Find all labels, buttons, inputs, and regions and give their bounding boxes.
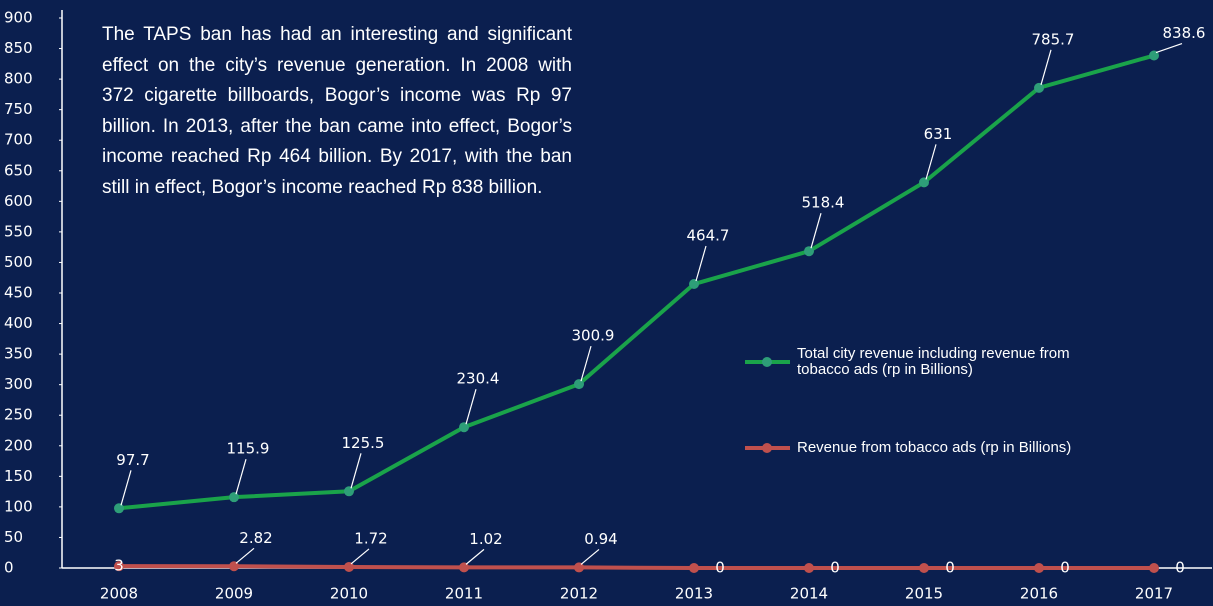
y-tick-label: 650 bbox=[4, 161, 33, 179]
point bbox=[344, 486, 354, 497]
data-label: 0 bbox=[945, 559, 955, 577]
legend-marker bbox=[762, 443, 772, 453]
leader-line bbox=[580, 345, 592, 382]
leader-line bbox=[235, 459, 247, 495]
y-tick-label: 50 bbox=[4, 528, 23, 546]
point bbox=[1034, 563, 1044, 573]
point bbox=[689, 563, 699, 573]
y-tick-label: 900 bbox=[4, 9, 33, 27]
data-label: 0 bbox=[1060, 559, 1070, 577]
y-tick-label: 800 bbox=[4, 70, 33, 88]
data-label: 97.7 bbox=[116, 451, 149, 469]
data-label: 0 bbox=[1175, 559, 1185, 577]
leader-line bbox=[120, 470, 132, 506]
y-tick-label: 200 bbox=[4, 436, 33, 454]
x-tick-label: 2010 bbox=[330, 585, 368, 603]
point bbox=[919, 563, 929, 573]
y-tick-label: 550 bbox=[4, 222, 33, 240]
legend-line: tobacco ads (rp in Billions) bbox=[797, 361, 973, 378]
y-tick-label: 500 bbox=[4, 253, 33, 271]
x-tick-label: 2014 bbox=[790, 585, 828, 603]
point bbox=[1034, 82, 1044, 93]
x-tick-label: 2011 bbox=[445, 585, 483, 603]
leader-line bbox=[350, 453, 362, 489]
y-tick-label: 100 bbox=[4, 497, 33, 515]
data-label: 464.7 bbox=[687, 227, 730, 245]
data-label: 3 bbox=[114, 557, 124, 575]
leader-line bbox=[925, 144, 937, 180]
point bbox=[804, 563, 814, 573]
point bbox=[229, 561, 239, 572]
point bbox=[1149, 50, 1159, 61]
y-tick-label: 300 bbox=[4, 375, 33, 393]
leader-line bbox=[465, 548, 485, 565]
point bbox=[1149, 563, 1159, 573]
data-label: 1.02 bbox=[469, 530, 502, 548]
x-tick-label: 2015 bbox=[905, 585, 943, 603]
point bbox=[689, 279, 699, 290]
data-label: 518.4 bbox=[802, 194, 845, 212]
y-tick-label: 400 bbox=[4, 314, 33, 332]
x-tick-label: 2016 bbox=[1020, 585, 1058, 603]
x-tick-label: 2017 bbox=[1135, 585, 1173, 603]
series-line bbox=[118, 564, 1154, 570]
data-label: 1.72 bbox=[354, 529, 387, 547]
leader-line bbox=[580, 548, 600, 565]
leader-line bbox=[1155, 42, 1183, 54]
point bbox=[919, 177, 929, 188]
series-line bbox=[118, 53, 1155, 511]
point bbox=[574, 379, 584, 390]
leader-line bbox=[465, 389, 477, 425]
data-label: 0.94 bbox=[584, 530, 617, 548]
y-tick-label: 150 bbox=[4, 467, 33, 485]
data-label: 230.4 bbox=[457, 370, 500, 388]
x-tick-label: 2009 bbox=[215, 585, 253, 603]
point bbox=[114, 561, 124, 572]
y-tick-label: 0 bbox=[4, 559, 14, 577]
x-tick-label: 2008 bbox=[100, 585, 138, 603]
data-label: 631 bbox=[924, 125, 953, 143]
annotation: The TAPS ban has had an interesting and … bbox=[102, 24, 572, 198]
legend-line: Total city revenue including revenue fro… bbox=[797, 345, 1070, 362]
y-tick-label: 250 bbox=[4, 406, 33, 424]
leader-line bbox=[350, 548, 370, 565]
legend-marker bbox=[762, 357, 772, 367]
y-tick-label: 750 bbox=[4, 100, 33, 118]
y-tick-label: 350 bbox=[4, 345, 33, 363]
y-tick-label: 600 bbox=[4, 192, 33, 210]
legend-label: Total city revenue including revenue fro… bbox=[797, 345, 1070, 378]
x-tick-label: 2012 bbox=[560, 585, 598, 603]
leader-line bbox=[1040, 49, 1052, 86]
point bbox=[804, 246, 814, 257]
point bbox=[574, 562, 584, 573]
data-label: 300.9 bbox=[572, 327, 615, 345]
point bbox=[459, 422, 469, 433]
point bbox=[459, 562, 469, 573]
y-tick-label: 700 bbox=[4, 131, 33, 149]
data-label: 0 bbox=[715, 559, 725, 577]
data-label: 125.5 bbox=[342, 434, 385, 452]
leader-line bbox=[810, 213, 822, 249]
leader-line bbox=[695, 245, 707, 282]
y-tick-label: 450 bbox=[4, 284, 33, 302]
data-label: 838.6 bbox=[1163, 24, 1206, 42]
point bbox=[229, 492, 239, 503]
x-tick-label: 2013 bbox=[675, 585, 713, 603]
point bbox=[344, 561, 354, 572]
data-label: 115.9 bbox=[227, 440, 270, 458]
data-label: 785.7 bbox=[1032, 30, 1075, 48]
point bbox=[114, 503, 124, 514]
leader-line bbox=[235, 547, 255, 564]
legend-label: Revenue from tobacco ads (rp in Billions… bbox=[797, 439, 1071, 456]
data-label: 2.82 bbox=[239, 529, 272, 547]
y-tick-label: 850 bbox=[4, 39, 33, 57]
data-label: 0 bbox=[830, 559, 840, 577]
